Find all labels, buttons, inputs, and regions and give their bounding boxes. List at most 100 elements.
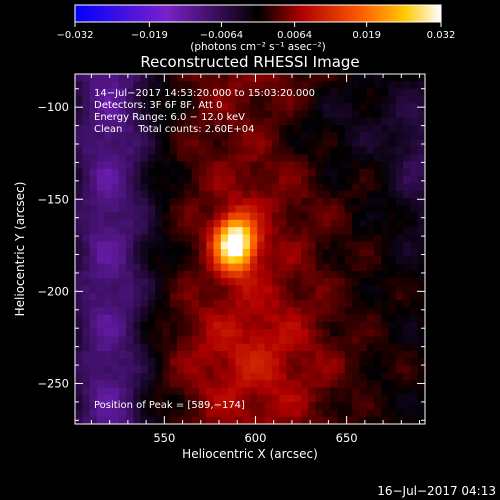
heatmap-cell <box>417 343 425 352</box>
heatmap-cell <box>330 205 338 213</box>
heatmap-cell <box>198 249 207 257</box>
heatmap-cell <box>293 285 302 294</box>
heatmap-cell <box>417 358 425 367</box>
heatmap-cell <box>206 132 214 141</box>
heatmap-cell <box>322 190 331 199</box>
heatmap-cell <box>403 314 411 323</box>
heatmap-cell <box>344 416 353 424</box>
heatmap-cell <box>388 380 397 388</box>
heatmap-cell <box>169 263 178 272</box>
heatmap-cell <box>118 402 127 410</box>
heatmap-cell <box>381 190 389 199</box>
heatmap-cell <box>155 74 163 82</box>
heatmap-cell <box>206 285 214 294</box>
heatmap-cell <box>162 125 171 133</box>
heatmap-cell <box>96 139 105 148</box>
heatmap-cell <box>410 132 419 141</box>
heatmap-cell <box>381 365 389 374</box>
heatmap-cell <box>293 176 302 184</box>
heatmap-cell <box>279 88 287 97</box>
heatmap-cell <box>366 125 375 133</box>
heatmap-cell <box>344 329 353 337</box>
heatmap-cell <box>220 81 229 89</box>
heatmap-cell <box>118 336 127 345</box>
heatmap-cell <box>206 212 214 221</box>
heatmap-cell <box>395 336 404 345</box>
heatmap-cell <box>359 351 368 359</box>
heatmap-cell <box>235 263 244 272</box>
heatmap-cell <box>169 402 178 410</box>
heatmap-cell <box>75 285 83 294</box>
heatmap-cell <box>308 74 317 82</box>
heatmap-cell <box>162 351 171 359</box>
heatmap-cell <box>140 263 149 272</box>
heatmap-cell <box>118 125 127 133</box>
heatmap-cell <box>96 394 105 403</box>
heatmap-cell <box>155 117 163 126</box>
heatmap-cell <box>337 343 346 352</box>
heatmap-cell <box>373 329 382 337</box>
heatmap-cell <box>191 307 200 316</box>
heatmap-cell <box>417 387 425 396</box>
heatmap-cell <box>257 263 265 272</box>
heatmap-cell <box>381 176 389 184</box>
heatmap-cell <box>250 329 258 337</box>
heatmap-cell <box>140 292 149 301</box>
heatmap-cell <box>75 161 83 170</box>
heatmap-cell <box>279 176 287 184</box>
heatmap-cell <box>271 336 280 345</box>
heatmap-cell <box>373 343 382 352</box>
heatmap-cell <box>213 234 222 243</box>
heatmap-cell <box>308 307 317 316</box>
heatmap-cell <box>184 300 193 308</box>
heatmap-cell <box>264 380 273 388</box>
heatmap-cell <box>264 205 273 213</box>
heatmap-cell <box>96 103 105 111</box>
heatmap-cell <box>250 88 258 97</box>
heatmap-cell <box>89 249 98 257</box>
heatmap-cell <box>242 205 251 213</box>
heatmap-cell <box>373 270 382 279</box>
heatmap-cell <box>337 402 346 410</box>
heatmap-cell <box>104 234 112 243</box>
heatmap-cell <box>111 146 120 155</box>
heatmap-cell <box>366 278 375 286</box>
heatmap-cell <box>213 125 222 133</box>
heatmap-cell <box>359 256 368 264</box>
heatmap-cell <box>147 409 156 418</box>
heatmap-cell <box>403 219 411 228</box>
heatmap-cell <box>155 103 163 111</box>
heatmap-cell <box>410 74 419 82</box>
heatmap-cell <box>403 88 411 97</box>
heatmap-cell <box>352 358 360 367</box>
heatmap-cell <box>96 329 105 337</box>
heatmap-cell <box>198 380 207 388</box>
heatmap-cell <box>147 358 156 367</box>
heatmap-cell <box>96 416 105 424</box>
heatmap-cell <box>381 394 389 403</box>
heatmap-cell <box>250 300 258 308</box>
heatmap-cell <box>133 365 142 374</box>
heatmap-cell <box>104 190 112 199</box>
heatmap-cell <box>155 110 163 119</box>
heatmap-cell <box>147 219 156 228</box>
heatmap-cell <box>388 139 397 148</box>
heatmap-cell <box>381 219 389 228</box>
heatmap-cell <box>206 372 214 381</box>
heatmap-cell <box>155 161 163 170</box>
heatmap-cell <box>147 95 156 104</box>
heatmap-cell <box>293 278 302 286</box>
heatmap-cell <box>257 380 265 388</box>
heatmap-cell <box>315 234 324 243</box>
heatmap-cell <box>126 278 134 286</box>
heatmap-cell <box>410 197 419 206</box>
heatmap-cell <box>352 402 360 410</box>
heatmap-cell <box>395 380 404 388</box>
heatmap-cell <box>264 285 273 294</box>
heatmap-cell <box>104 110 112 119</box>
heatmap-cell <box>169 321 178 330</box>
heatmap-cell <box>220 343 229 352</box>
heatmap-cell <box>82 95 90 104</box>
heatmap-cell <box>169 270 178 279</box>
heatmap-cell <box>417 234 425 243</box>
